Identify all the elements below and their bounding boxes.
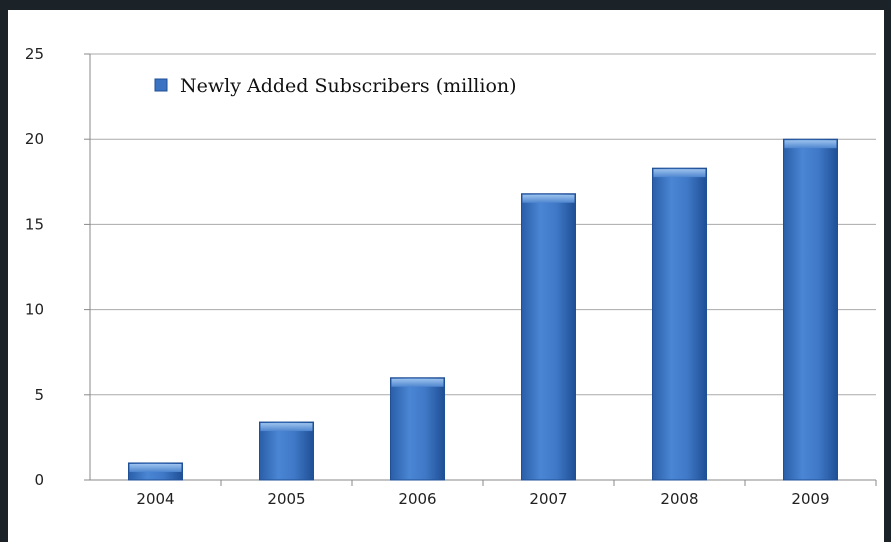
y-tick-label: 0 [34, 471, 44, 489]
bar-cap [784, 140, 837, 149]
legend-swatch [154, 78, 168, 92]
bars [128, 138, 838, 481]
bar [652, 167, 707, 481]
x-tick-label: 2007 [529, 490, 567, 508]
bar-cap [260, 423, 313, 432]
legend: Newly Added Subscribers (million) [154, 75, 517, 97]
y-tick-label: 20 [25, 130, 44, 148]
y-tick-label: 5 [34, 386, 44, 404]
legend-label: Newly Added Subscribers (million) [180, 75, 517, 97]
bar-chart: 0 5 10 15 20 25 2004 2005 2006 2007 2008 2009 Newly… [25, 45, 877, 508]
gridlines [90, 53, 876, 396]
x-tick-label: 2006 [398, 490, 436, 508]
axes [84, 53, 877, 486]
bar-cap [129, 463, 182, 472]
bar-cap [653, 169, 706, 178]
x-tick-label: 2008 [660, 490, 698, 508]
bar [783, 138, 838, 481]
bar [259, 421, 314, 481]
bar [390, 377, 445, 481]
bar-cap [391, 378, 444, 387]
chart-area: 0 5 10 15 20 25 2004 2005 2006 2007 2008 2009 Newly… [8, 10, 884, 542]
y-tick-label: 25 [25, 45, 44, 63]
bar [521, 193, 576, 481]
tick-labels: 0 5 10 15 20 25 2004 2005 2006 2007 2008 2009 [25, 45, 830, 508]
bar-cap [522, 194, 575, 203]
y-tick-label: 15 [25, 215, 44, 233]
x-tick-label: 2005 [267, 490, 305, 508]
x-tick-label: 2004 [136, 490, 174, 508]
y-tick-label: 10 [25, 301, 44, 319]
x-tick-label: 2009 [791, 490, 829, 508]
